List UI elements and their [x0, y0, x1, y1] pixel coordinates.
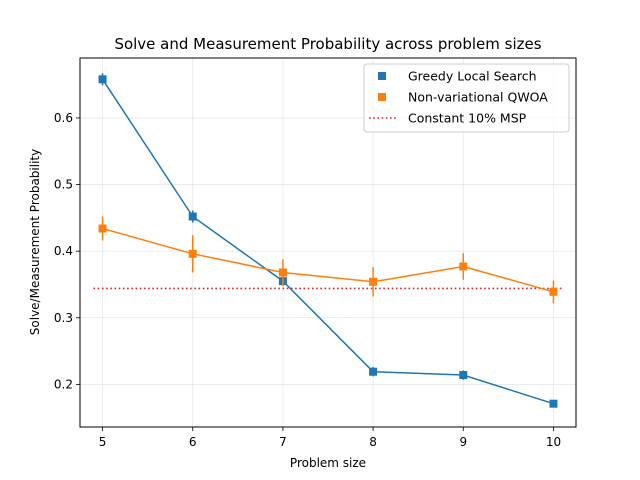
x-tick-label: 6 [189, 435, 197, 449]
legend-box [363, 63, 570, 133]
legend-marker [378, 93, 386, 101]
data-point [369, 277, 378, 286]
y-tick-label: 0.5 [54, 178, 73, 192]
y-tick-label: 0.2 [54, 377, 73, 391]
data-point [98, 75, 107, 84]
data-point [188, 212, 197, 221]
y-tick-label: 0.4 [54, 244, 73, 258]
series-line-1 [102, 227, 554, 293]
y-axis: 0.2 0.3 0.4 0.5 0.6 [54, 111, 80, 391]
y-tick-label: 0.6 [54, 111, 73, 125]
x-tick-label: 8 [369, 435, 377, 449]
legend-label: Constant 10% MSP [408, 111, 527, 126]
chart-title: Solve and Measurement Probability across… [114, 35, 541, 53]
x-axis-label: Problem size [290, 456, 366, 470]
data-point [369, 367, 378, 376]
plot-area-frame [79, 57, 577, 428]
y-axis-label: Solve/Measurement Probability [28, 149, 42, 335]
legend-label: Greedy Local Search [408, 69, 537, 84]
x-tick-label: 10 [546, 435, 561, 449]
data-point [549, 287, 558, 296]
x-tick-label: 9 [459, 435, 467, 449]
legend-label: Non-variational QWOA [408, 90, 548, 105]
y-tick-label: 0.3 [54, 311, 73, 325]
data-point [188, 249, 197, 258]
data-point [459, 262, 468, 271]
data-point [549, 399, 558, 408]
legend-marker [378, 72, 386, 80]
x-axis: 5 6 7 8 9 10 [99, 427, 561, 449]
data-series [98, 73, 558, 408]
data-point [278, 268, 287, 277]
legend: Greedy Local Search Non-variational QWOA C… [363, 63, 570, 133]
data-point [98, 224, 107, 233]
x-tick-label: 7 [279, 435, 287, 449]
x-tick-label: 5 [99, 435, 107, 449]
series-line-0 [101, 78, 554, 405]
data-point [459, 371, 468, 380]
